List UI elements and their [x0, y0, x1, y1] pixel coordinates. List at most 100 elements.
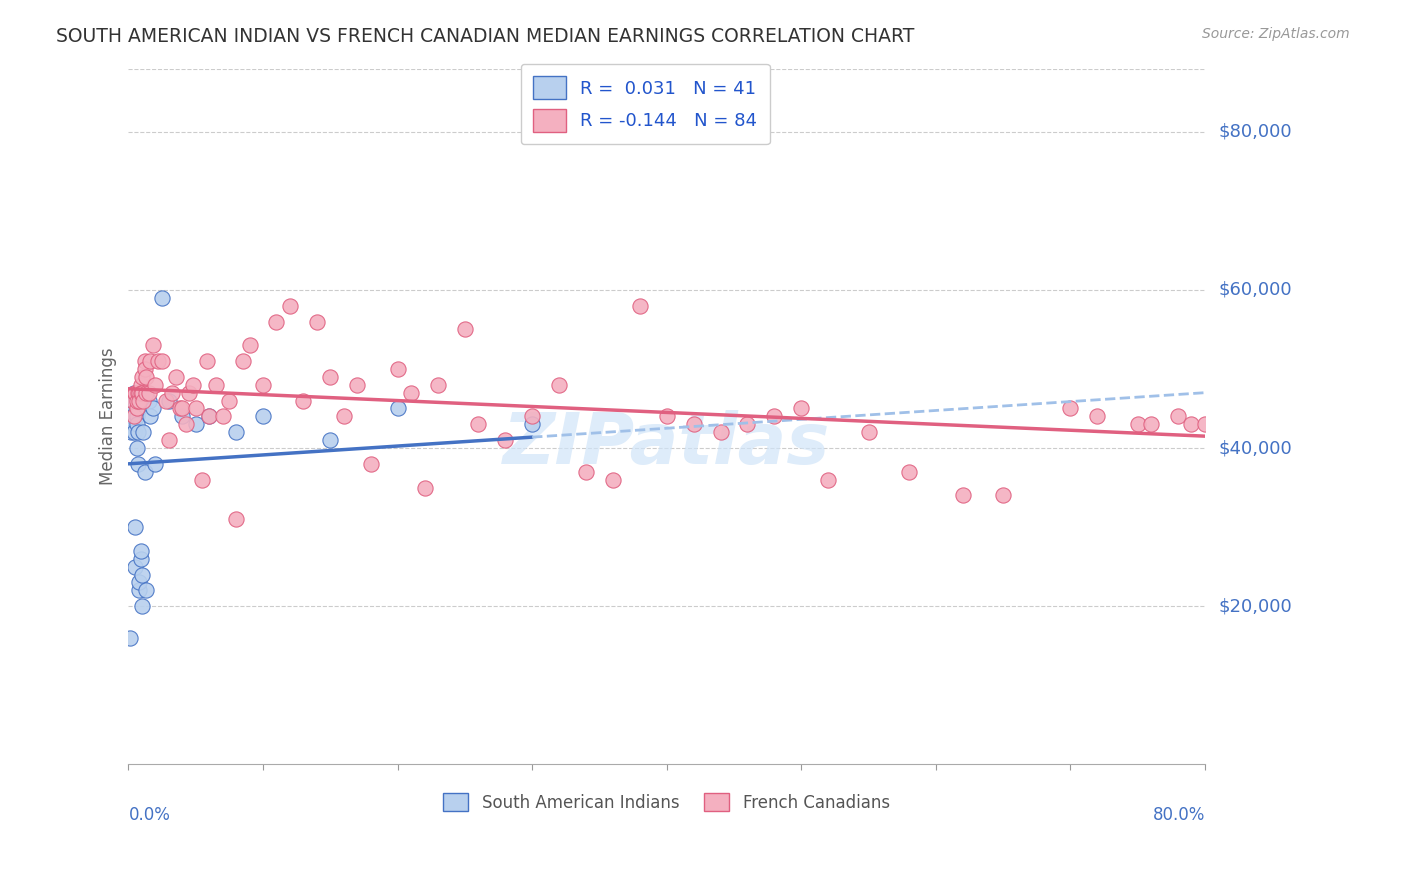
Point — [1247, 417, 1270, 432]
Point — [198, 409, 221, 424]
Point — [127, 385, 149, 400]
Point — [169, 401, 191, 416]
Point — [763, 409, 786, 424]
Point — [399, 385, 422, 400]
Point — [150, 354, 173, 368]
Point — [125, 401, 148, 416]
Point — [319, 369, 342, 384]
Point — [252, 409, 274, 424]
Point — [120, 425, 142, 440]
Point — [157, 433, 180, 447]
Point — [150, 291, 173, 305]
Point — [218, 393, 240, 408]
Point — [129, 385, 152, 400]
Point — [124, 385, 146, 400]
Point — [125, 417, 148, 432]
Point — [131, 599, 153, 614]
Text: SOUTH AMERICAN INDIAN VS FRENCH CANADIAN MEDIAN EARNINGS CORRELATION CHART: SOUTH AMERICAN INDIAN VS FRENCH CANADIAN… — [56, 27, 915, 45]
Point — [142, 338, 165, 352]
Point — [305, 314, 328, 328]
Point — [602, 473, 624, 487]
Point — [138, 393, 160, 408]
Point — [142, 401, 165, 416]
Point — [1085, 409, 1108, 424]
Point — [132, 425, 155, 440]
Point — [129, 551, 152, 566]
Point — [135, 369, 157, 384]
Point — [1140, 417, 1163, 432]
Text: $20,000: $20,000 — [1219, 597, 1292, 615]
Point — [145, 377, 167, 392]
Point — [165, 369, 187, 384]
Point — [239, 338, 262, 352]
Point — [548, 377, 571, 392]
Point — [128, 583, 150, 598]
Point — [332, 409, 354, 424]
Point — [118, 631, 141, 645]
Point — [172, 401, 194, 416]
Point — [127, 425, 149, 440]
Point — [129, 543, 152, 558]
Point — [520, 409, 543, 424]
Point — [121, 393, 143, 408]
Point — [346, 377, 368, 392]
Text: 0.0%: 0.0% — [128, 806, 170, 824]
Point — [125, 409, 148, 424]
Point — [628, 299, 651, 313]
Point — [160, 385, 183, 400]
Point — [520, 417, 543, 432]
Point — [266, 314, 288, 328]
Point — [121, 401, 143, 416]
Point — [132, 393, 155, 408]
Text: $60,000: $60,000 — [1219, 281, 1292, 299]
Point — [157, 393, 180, 408]
Point — [131, 369, 153, 384]
Point — [494, 433, 516, 447]
Point — [225, 425, 247, 440]
Point — [232, 354, 254, 368]
Point — [125, 441, 148, 455]
Point — [176, 417, 198, 432]
Point — [413, 481, 436, 495]
Point — [184, 417, 207, 432]
Point — [205, 377, 228, 392]
Point — [360, 457, 382, 471]
Point — [1126, 417, 1149, 432]
Point — [155, 393, 177, 408]
Text: $80,000: $80,000 — [1219, 123, 1292, 141]
Point — [122, 409, 145, 424]
Point — [128, 385, 150, 400]
Point — [191, 473, 214, 487]
Point — [134, 465, 156, 479]
Point — [1194, 417, 1216, 432]
Legend: South American Indians, French Canadians: South American Indians, French Canadians — [437, 787, 897, 819]
Point — [991, 488, 1014, 502]
Point — [709, 425, 731, 440]
Point — [122, 385, 145, 400]
Point — [181, 377, 204, 392]
Point — [952, 488, 974, 502]
Point — [858, 425, 880, 440]
Point — [131, 567, 153, 582]
Point — [138, 385, 160, 400]
Point — [682, 417, 704, 432]
Point — [131, 385, 153, 400]
Point — [211, 409, 233, 424]
Point — [1180, 417, 1202, 432]
Point — [467, 417, 489, 432]
Point — [121, 409, 143, 424]
Point — [124, 559, 146, 574]
Text: ZIPatlas: ZIPatlas — [503, 409, 831, 479]
Point — [128, 393, 150, 408]
Point — [225, 512, 247, 526]
Point — [319, 433, 342, 447]
Point — [426, 377, 449, 392]
Point — [120, 409, 142, 424]
Point — [122, 417, 145, 432]
Point — [817, 473, 839, 487]
Point — [135, 385, 157, 400]
Point — [278, 299, 301, 313]
Point — [184, 401, 207, 416]
Point — [122, 425, 145, 440]
Point — [124, 385, 146, 400]
